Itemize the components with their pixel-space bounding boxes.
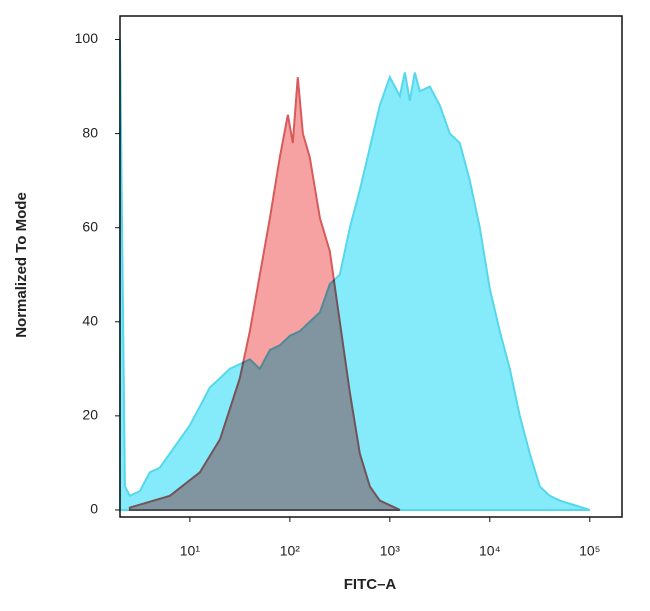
histogram-area — [128, 77, 401, 511]
y-axis-title: Normalized To Mode — [13, 192, 30, 338]
x-axis-title: FITC–A — [344, 576, 397, 593]
y-tick-label: 0 — [90, 501, 98, 517]
plot-frame — [119, 15, 623, 518]
x-tick-label: 10⁵ — [579, 543, 600, 559]
y-tick-label: 80 — [82, 124, 98, 140]
x-tick-label: 10³ — [380, 543, 401, 559]
y-tick-label: 40 — [82, 312, 98, 328]
y-tick-label: 20 — [82, 407, 98, 423]
y-tick-label: 60 — [82, 218, 98, 234]
x-tick-label: 10² — [280, 543, 301, 559]
y-tick-label: 100 — [75, 30, 99, 46]
x-tick-label: 10¹ — [180, 543, 201, 559]
x-tick-label: 10⁴ — [479, 543, 501, 559]
